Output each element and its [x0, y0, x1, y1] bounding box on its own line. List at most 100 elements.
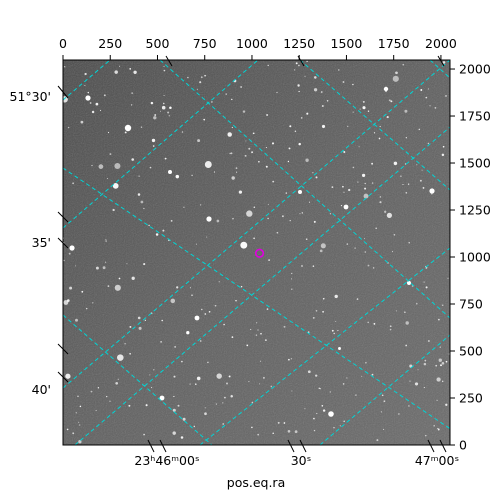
right-axis-tick-label: 2000 — [459, 62, 491, 77]
bright-star — [328, 411, 334, 417]
star — [329, 391, 332, 393]
right-axis-tick-label: 0 — [459, 438, 467, 453]
star — [107, 285, 110, 287]
star — [367, 321, 369, 324]
star — [393, 161, 398, 166]
star — [160, 340, 163, 343]
star — [67, 126, 70, 129]
star — [143, 433, 145, 436]
star — [154, 114, 157, 116]
star — [199, 81, 202, 84]
top-axis-tick-label: 250 — [98, 36, 122, 51]
star — [434, 107, 437, 109]
star — [95, 266, 99, 270]
star — [114, 162, 121, 170]
star — [334, 294, 338, 299]
star — [235, 167, 238, 169]
star — [289, 219, 291, 222]
star — [418, 128, 421, 131]
star — [248, 381, 250, 383]
star — [272, 432, 274, 435]
star — [90, 390, 93, 393]
ra-axis-bottom: 23ʰ46ᵐ00ˢ 30ˢ 47ᵐ00ˢ pos.eq.ra — [134, 55, 459, 490]
star — [442, 145, 445, 148]
star — [352, 111, 354, 113]
grid-line — [63, 167, 450, 430]
star — [152, 145, 155, 147]
star — [322, 297, 325, 300]
star — [189, 287, 191, 289]
star — [304, 408, 306, 410]
star — [204, 161, 212, 168]
star — [266, 114, 269, 116]
star — [240, 285, 243, 288]
star — [313, 417, 315, 420]
star — [81, 290, 84, 293]
star — [186, 331, 190, 335]
star — [140, 126, 143, 128]
star — [438, 318, 440, 321]
star — [225, 93, 227, 95]
star — [363, 193, 369, 199]
star — [333, 332, 335, 335]
star — [161, 105, 166, 110]
bright-star — [159, 395, 165, 401]
star — [253, 237, 255, 240]
star — [218, 281, 220, 283]
star — [105, 240, 107, 242]
star — [64, 66, 66, 68]
star — [306, 60, 308, 63]
star — [427, 88, 429, 90]
star — [204, 74, 206, 77]
axes-frame — [62, 59, 451, 446]
star — [75, 318, 78, 322]
star — [128, 404, 131, 407]
star — [364, 187, 367, 190]
star — [117, 378, 119, 380]
star — [343, 150, 346, 154]
star — [301, 212, 303, 214]
star — [428, 340, 430, 342]
dec-tick — [57, 343, 69, 355]
right-axis-tick-label: 250 — [459, 391, 483, 406]
right-axis-tick-label: 500 — [459, 344, 483, 359]
ra-tick-top — [165, 55, 173, 67]
star — [173, 395, 175, 398]
star — [168, 115, 171, 117]
star — [437, 427, 439, 430]
star — [207, 361, 209, 364]
star — [181, 360, 183, 363]
star — [298, 90, 300, 93]
star — [355, 394, 357, 396]
star — [230, 395, 233, 398]
star — [373, 323, 376, 325]
star — [112, 208, 115, 212]
top-axis-tick-label: 1500 — [331, 36, 363, 51]
ra-tick-top — [297, 55, 305, 67]
star — [319, 249, 323, 253]
star — [106, 395, 108, 398]
star — [105, 239, 107, 241]
star — [337, 329, 339, 332]
star — [440, 364, 442, 367]
star — [304, 75, 306, 77]
ra-tick-top — [437, 55, 445, 67]
top-axis-tick-label: 2000 — [425, 36, 457, 51]
star — [263, 377, 265, 379]
star — [79, 424, 81, 426]
star — [197, 139, 201, 143]
dec-tick-label: 40' — [32, 382, 51, 397]
star — [230, 152, 233, 155]
star — [291, 390, 293, 392]
star — [143, 207, 145, 210]
star — [79, 405, 82, 408]
sky-image-layer — [63, 60, 450, 445]
star — [331, 186, 334, 188]
star — [294, 130, 297, 133]
star — [72, 432, 75, 435]
dec-axis-left: 51°30' 35' 40' — [10, 85, 69, 397]
star — [305, 238, 308, 240]
star — [129, 325, 132, 328]
star — [321, 124, 326, 129]
star — [63, 300, 69, 305]
